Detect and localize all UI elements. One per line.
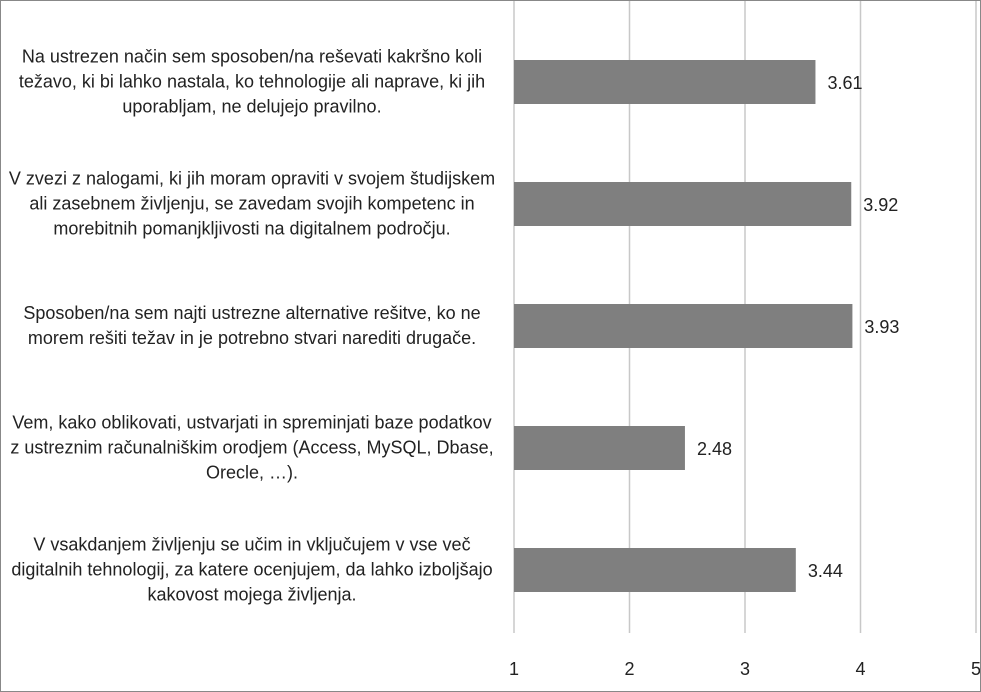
y-tick-label: Vem, kako oblikovati, ustvarjati in spre…: [10, 412, 494, 483]
y-tick-label: Sposoben/na sem najti ustrezne alternati…: [23, 303, 481, 348]
bar: [514, 182, 852, 226]
bar: [514, 60, 816, 104]
x-tick-label: 3: [740, 659, 750, 679]
y-tick-label: V vsakdanjem življenju se učim in vključ…: [11, 534, 493, 605]
x-tick-label: 4: [855, 659, 865, 679]
value-label: 2.48: [697, 439, 732, 459]
x-tick-label: 5: [971, 659, 980, 679]
bar: [514, 548, 796, 592]
y-tick-label: V zvezi z nalogami, ki jih moram opravit…: [8, 168, 496, 239]
value-label: 3.61: [827, 73, 862, 93]
bar: [514, 426, 685, 470]
value-label: 3.92: [863, 195, 898, 215]
bar: [514, 304, 853, 348]
x-tick-label: 2: [624, 659, 634, 679]
value-label: 3.93: [864, 317, 899, 337]
value-label: 3.44: [808, 561, 843, 581]
y-tick-label: Na ustrezen način sem sposoben/na reševa…: [18, 46, 486, 117]
x-tick-label: 1: [509, 659, 519, 679]
